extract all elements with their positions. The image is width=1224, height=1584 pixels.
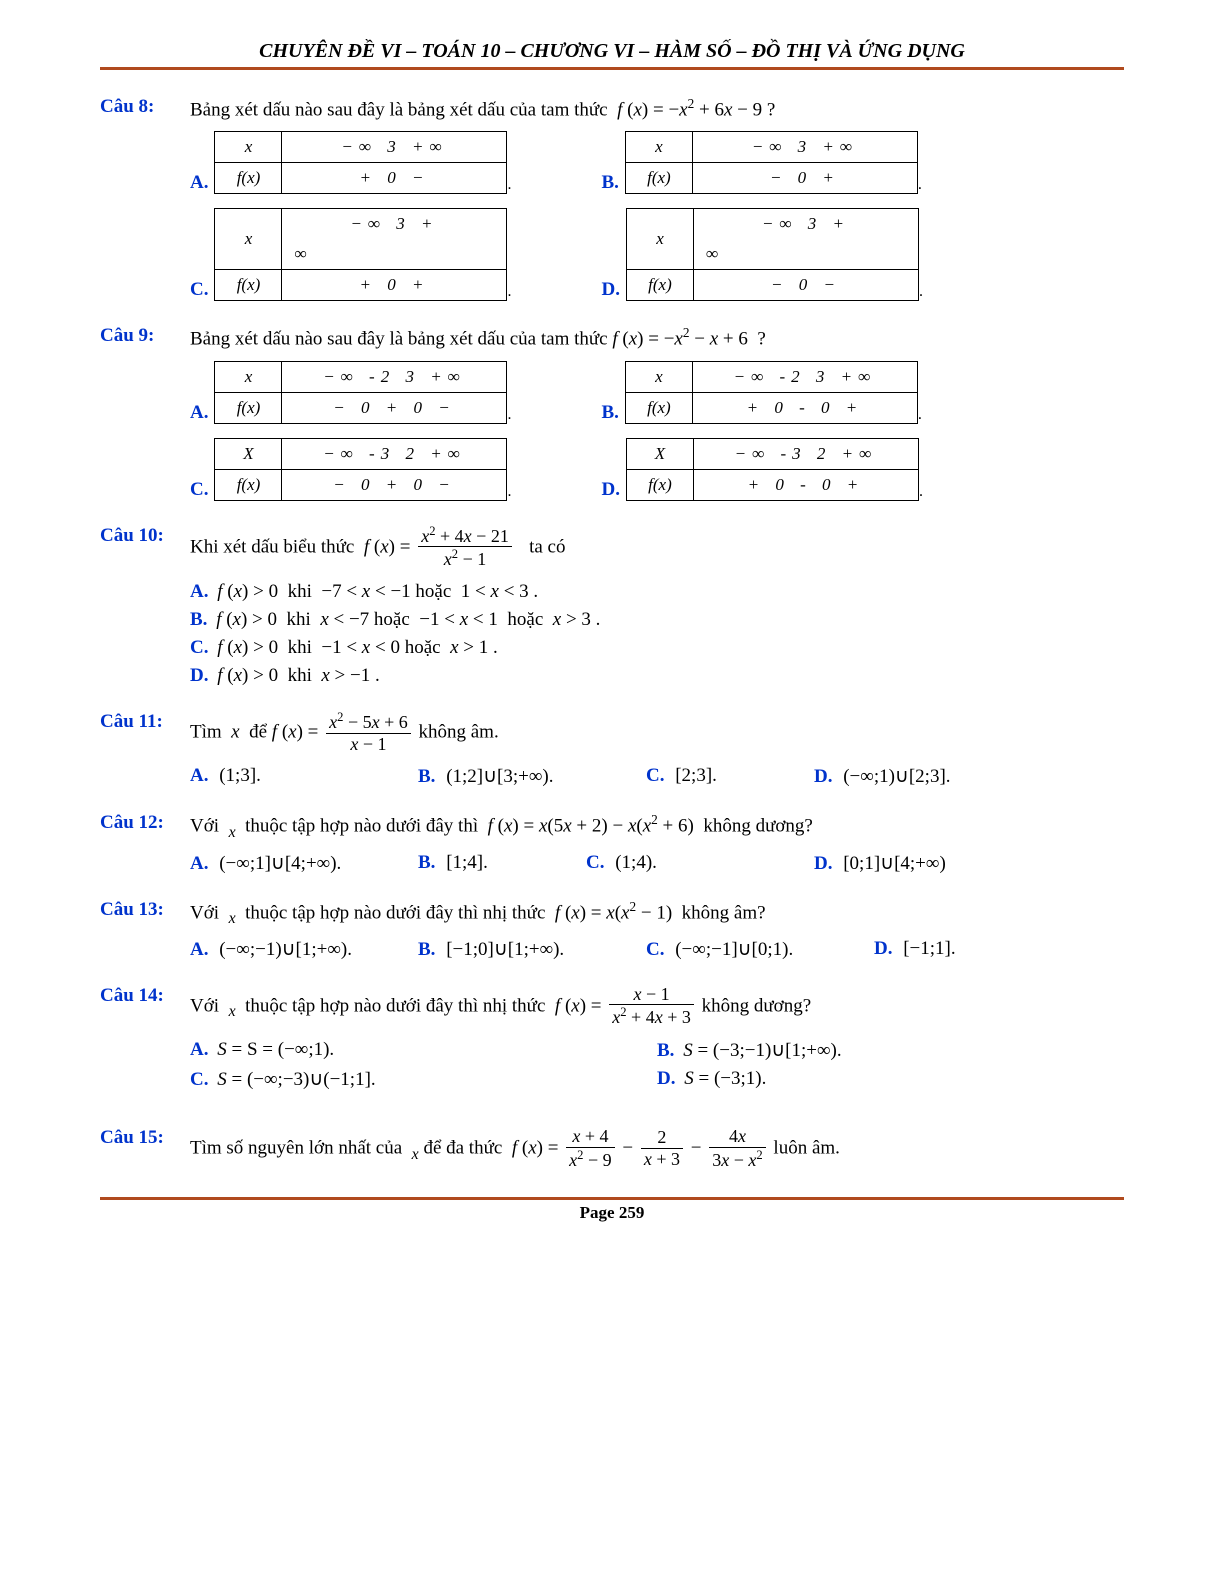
q14-text: Với x thuộc tập hợp nào dưới đây thì nhị… — [190, 985, 1124, 1029]
option-letter: A. — [190, 402, 208, 424]
q11-label: Câu 11: — [100, 711, 190, 733]
q9-text: Bảng xét dấu nào sau đây là bảng xét dấu… — [190, 325, 1124, 350]
sign-table: x−∞ -2 3 +∞ f(x)+ 0 - 0 + — [625, 361, 918, 424]
q9-option-D: D. X−∞ -3 2 +∞ f(x)+ 0 - 0 + . — [601, 438, 922, 501]
q14-opt-A: A. S = S = (−∞;1). — [190, 1039, 657, 1062]
q12-opt-C: C. (1;4). — [586, 852, 786, 875]
sign-table: x−∞ -2 3 +∞ f(x)− 0 + 0 − — [214, 361, 507, 424]
question-8: Câu 8: Bảng xét dấu nào sau đây là bảng … — [100, 96, 1124, 301]
sign-table: x−∞ 3 +∞ f(x)+ 0 − — [214, 131, 507, 194]
period: . — [507, 483, 511, 501]
q8-option-C: C. x−∞ 3 + ∞ f(x)+ 0 + . — [190, 208, 511, 301]
q11-opt-A: A. (1;3]. — [190, 765, 390, 788]
q12-opt-D: D. [0;1]∪[4;+∞) — [814, 852, 1014, 875]
q13-opt-A: A. (−∞;−1)∪[1;+∞). — [190, 938, 390, 961]
period: . — [919, 283, 923, 301]
question-14: Câu 14: Với x thuộc tập hợp nào dưới đây… — [100, 985, 1124, 1091]
q13-text: Với x thuộc tập hợp nào dưới đây thì nhị… — [190, 899, 1124, 928]
q11-opt-D: D. (−∞;1)∪[2;3]. — [814, 765, 1014, 788]
page-header: CHUYÊN ĐỀ VI – TOÁN 10 – CHƯƠNG VI – HÀM… — [100, 40, 1124, 70]
fraction: x2 + 4x − 21 x2 − 1 — [418, 525, 512, 571]
q13-opt-D: D. [−1;1]. — [874, 938, 984, 961]
q14-label: Câu 14: — [100, 985, 190, 1007]
q15-text: Tìm số nguyên lớn nhất của x để đa thức … — [190, 1127, 1124, 1171]
q11-opt-B: B. (1;2]∪[3;+∞). — [418, 765, 618, 788]
option-letter: B. — [601, 172, 618, 194]
q8-option-D: D. x−∞ 3 + ∞ f(x)− 0 − . — [601, 208, 922, 301]
q12-label: Câu 12: — [100, 812, 190, 834]
q12-opt-B: B. [1;4]. — [418, 852, 558, 875]
sign-table: x−∞ 3 +∞ f(x)− 0 + — [625, 131, 918, 194]
option-letter: B. — [601, 402, 618, 424]
period: . — [919, 483, 923, 501]
q8-option-A: A. x−∞ 3 +∞ f(x)+ 0 − . — [190, 131, 511, 194]
q8-label: Câu 8: — [100, 96, 190, 118]
option-letter: D. — [601, 479, 619, 501]
q10-opt-D: D. f (x) > 0 khi x > −1 . — [190, 665, 1124, 687]
period: . — [507, 176, 511, 194]
q8-text: Bảng xét dấu nào sau đây là bảng xét dấu… — [190, 96, 1124, 121]
q13-opt-C: C. (−∞;−1]∪[0;1). — [646, 938, 846, 961]
q11-opt-C: C. [2;3]. — [646, 765, 786, 788]
q9-option-A: A. x−∞ -2 3 +∞ f(x)− 0 + 0 − . — [190, 361, 511, 424]
q14-opt-C: C. S = (−∞;−3)∪(−1;1]. — [190, 1068, 657, 1091]
q10-label: Câu 10: — [100, 525, 190, 547]
page: CHUYÊN ĐỀ VI – TOÁN 10 – CHƯƠNG VI – HÀM… — [0, 0, 1224, 1584]
q10-opt-B: B. f (x) > 0 khi x < −7 hoặc −1 < x < 1 … — [190, 609, 1124, 631]
fraction: x − 1 x2 + 4x + 3 — [609, 985, 694, 1029]
period: . — [507, 406, 511, 424]
q11-text: Tìm x để f (x) = x2 − 5x + 6 x − 1 không… — [190, 711, 1124, 755]
period: . — [918, 406, 922, 424]
page-footer: Page 259 — [100, 1197, 1124, 1223]
q14-opt-B: B. S = (−3;−1)∪[1;+∞). — [657, 1039, 1124, 1062]
q13-label: Câu 13: — [100, 899, 190, 921]
q13-opt-B: B. [−1;0]∪[1;+∞). — [418, 938, 618, 961]
option-letter: D. — [601, 279, 619, 301]
fraction: 4x 3x − x2 — [709, 1127, 765, 1171]
q12-text: Với x thuộc tập hợp nào dưới đây thì f (… — [190, 812, 1124, 841]
period: . — [918, 176, 922, 194]
sign-table: X−∞ -3 2 +∞ f(x)+ 0 - 0 + — [626, 438, 919, 501]
option-letter: C. — [190, 279, 208, 301]
period: . — [507, 283, 511, 301]
question-15: Câu 15: Tìm số nguyên lớn nhất của x để … — [100, 1127, 1124, 1171]
option-letter: C. — [190, 479, 208, 501]
question-11: Câu 11: Tìm x để f (x) = x2 − 5x + 6 x −… — [100, 711, 1124, 788]
q9-option-C: C. X−∞ -3 2 +∞ f(x)− 0 + 0 − . — [190, 438, 511, 501]
sign-table: X−∞ -3 2 +∞ f(x)− 0 + 0 − — [214, 438, 507, 501]
q15-label: Câu 15: — [100, 1127, 190, 1149]
fraction: 2 x + 3 — [641, 1128, 683, 1170]
q14-opt-D: D. S = (−3;1). — [657, 1068, 1124, 1091]
fraction: x + 4 x2 − 9 — [566, 1127, 614, 1171]
q10-text: Khi xét dấu biểu thức f (x) = x2 + 4x − … — [190, 525, 1124, 571]
option-letter: A. — [190, 172, 208, 194]
q10-opt-C: C. f (x) > 0 khi −1 < x < 0 hoặc x > 1 . — [190, 637, 1124, 659]
sign-table: x−∞ 3 + ∞ f(x)− 0 − — [626, 208, 919, 301]
question-12: Câu 12: Với x thuộc tập hợp nào dưới đây… — [100, 812, 1124, 874]
q9-label: Câu 9: — [100, 325, 190, 347]
question-10: Câu 10: Khi xét dấu biểu thức f (x) = x2… — [100, 525, 1124, 687]
q8-option-B: B. x−∞ 3 +∞ f(x)− 0 + . — [601, 131, 921, 194]
sign-table: x−∞ 3 + ∞ f(x)+ 0 + — [214, 208, 507, 301]
question-9: Câu 9: Bảng xét dấu nào sau đây là bảng … — [100, 325, 1124, 500]
q10-opt-A: A. f (x) > 0 khi −7 < x < −1 hoặc 1 < x … — [190, 581, 1124, 603]
question-13: Câu 13: Với x thuộc tập hợp nào dưới đây… — [100, 899, 1124, 961]
q9-option-B: B. x−∞ -2 3 +∞ f(x)+ 0 - 0 + . — [601, 361, 921, 424]
fraction: x2 − 5x + 6 x − 1 — [326, 711, 411, 755]
q12-opt-A: A. (−∞;1]∪[4;+∞). — [190, 852, 390, 875]
